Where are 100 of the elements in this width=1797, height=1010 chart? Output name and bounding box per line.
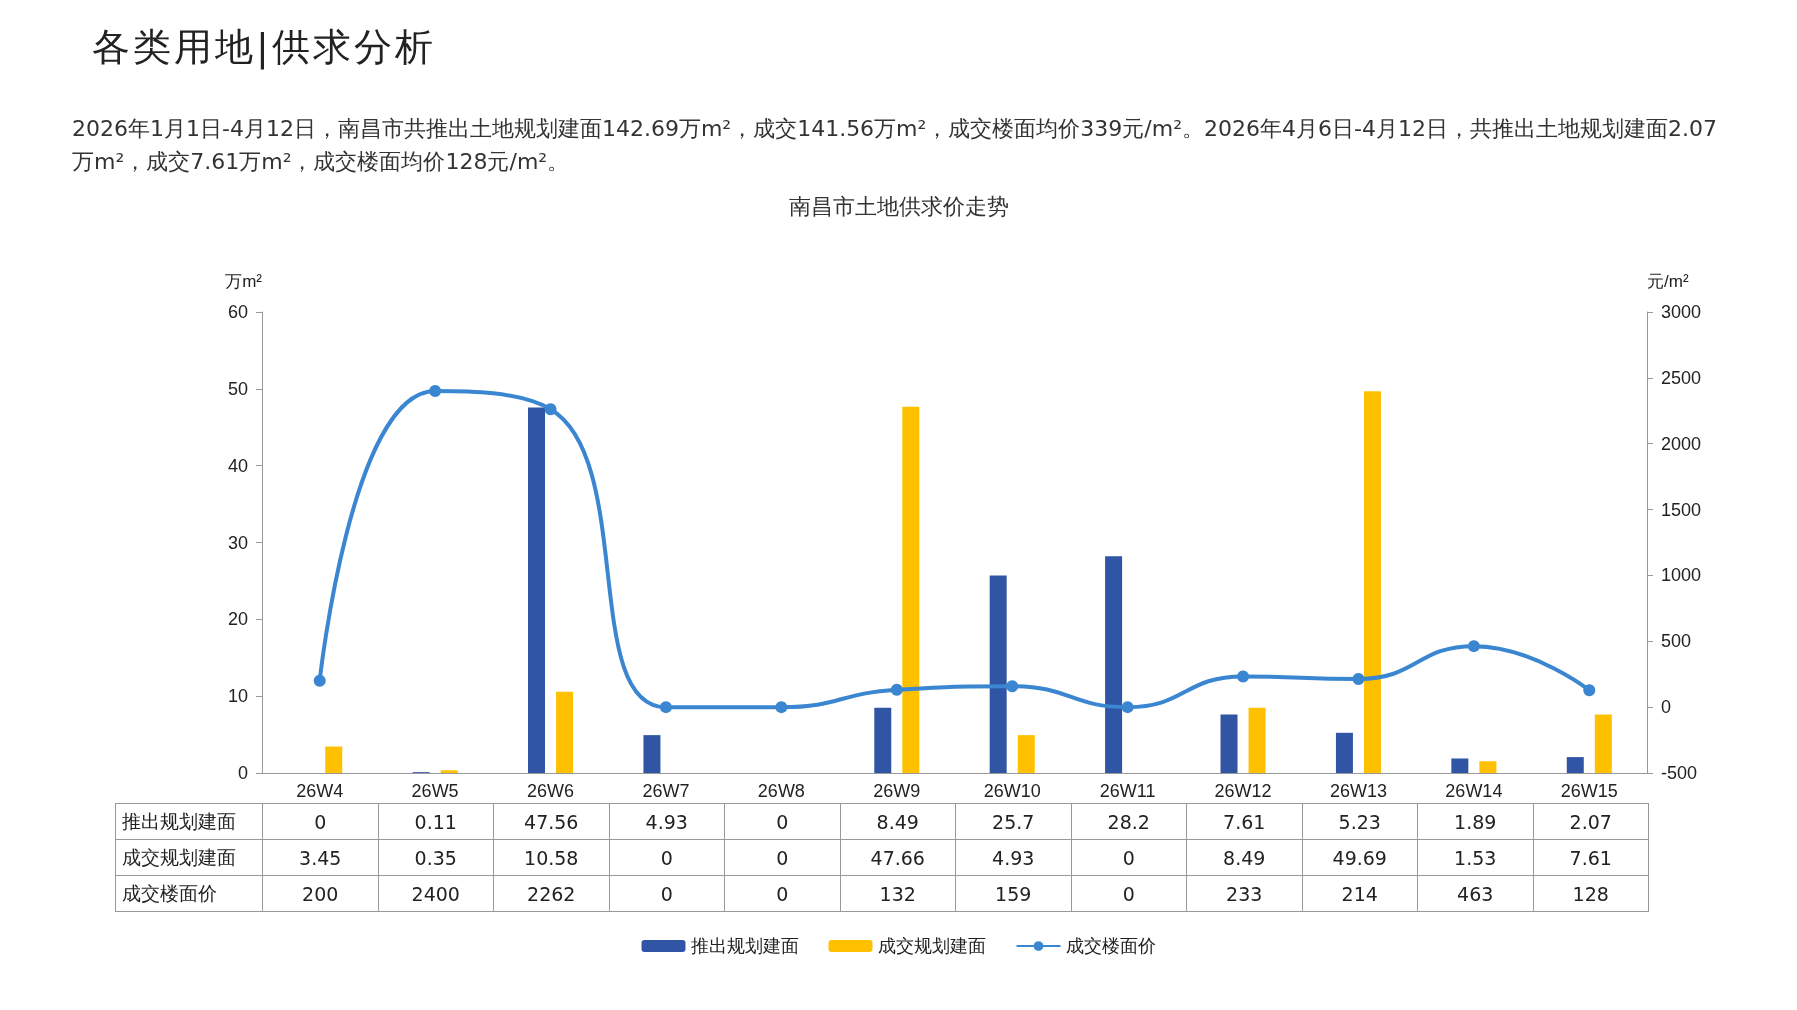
legend-label: 成交规划建面 <box>877 936 986 956</box>
data-label: 1.53 <box>1417 839 1533 876</box>
data-label: 0 <box>609 839 725 876</box>
point <box>313 674 326 687</box>
data-label: 49.69 <box>1302 839 1418 876</box>
bar <box>1220 714 1238 773</box>
point <box>659 701 672 714</box>
y2-tick-label: 0 <box>1661 697 1672 718</box>
data-table: 推出规划建面 0 0.11 47.56 4.93 0 8.49 25.7 28.2 7.61 5.23 1.89 2.07 成交规划建面 3.45 0.35 10.58 0 0 47.66 4.93 0 8.49 49.69 1.53 7.61 成交楼面价 200 2400 2262 0 0 132 159 0 233 214 463 128 <box>115 803 1649 912</box>
y2-tick-label: 500 <box>1661 631 1692 652</box>
data-label: 132 <box>840 875 956 912</box>
data-label: 214 <box>1302 875 1418 912</box>
bar <box>528 407 546 773</box>
x-tick-label: 26W7 <box>642 781 690 801</box>
x-tick-label: 26W15 <box>1560 781 1618 801</box>
y2-tick-label: 2500 <box>1661 367 1702 388</box>
data-label: 5.23 <box>1302 803 1418 840</box>
y-axis-title: 万m² <box>225 272 263 291</box>
data-label: 0 <box>262 803 378 840</box>
bar <box>1248 707 1266 773</box>
bar <box>556 691 574 773</box>
y2-tick-label: -500 <box>1661 763 1698 783</box>
data-label: 0 <box>609 875 725 912</box>
data-label: 28.2 <box>1071 803 1187 840</box>
data-label: 0 <box>724 839 840 876</box>
bar <box>325 746 343 773</box>
data-label: 0.11 <box>378 803 494 840</box>
data-label: 128 <box>1533 875 1649 912</box>
y-tick-label: 0 <box>237 763 248 783</box>
point <box>1121 701 1134 714</box>
data-label: 1.89 <box>1417 803 1533 840</box>
data-label: 0.35 <box>378 839 494 876</box>
x-tick-label: 26W10 <box>983 781 1041 801</box>
data-label: 8.49 <box>840 803 956 840</box>
point <box>890 683 903 696</box>
point <box>1467 640 1480 653</box>
bar <box>1335 732 1353 773</box>
bar <box>1105 556 1123 773</box>
data-label: 47.56 <box>493 803 609 840</box>
y-tick-label: 20 <box>227 609 248 630</box>
y-tick-label: 50 <box>227 378 248 399</box>
text: 2026年1月1日-4月12日，南昌市共推出土地规划建面142.69万m²，成交141.56万m²，成交楼面均价339元/m²。2026年4月6日-4月12日，共推出土地规划建面2.07万m²，成交7.61万m²，成交楼面均价128元/m²。 <box>72 115 1718 176</box>
point <box>775 701 788 714</box>
x-tick-label: 26W6 <box>527 781 575 801</box>
y2-tick-label: 1500 <box>1661 499 1702 520</box>
y2-tick-label: 3000 <box>1661 302 1702 322</box>
x-tick-label: 26W11 <box>1099 781 1156 801</box>
x-tick-label: 26W13 <box>1329 781 1387 801</box>
data-label: 7.61 <box>1533 839 1649 876</box>
bar <box>1017 735 1035 773</box>
point <box>1583 684 1596 697</box>
data-label: 2262 <box>493 875 609 912</box>
data-label: 3.45 <box>262 839 378 876</box>
bar <box>1479 761 1497 773</box>
chart-title: 南昌市土地供求价走势 <box>788 193 1009 219</box>
y2-tick-label: 1000 <box>1661 565 1702 586</box>
y-tick-label: 30 <box>227 532 248 553</box>
data-label: 0 <box>724 875 840 912</box>
data-label: 200 <box>262 875 378 912</box>
data-label: 159 <box>955 875 1071 912</box>
bar <box>643 735 661 773</box>
data-label: 47.66 <box>840 839 956 876</box>
data-label: 7.61 <box>1186 803 1302 840</box>
y-tick-label: 60 <box>227 302 248 322</box>
bar <box>1363 391 1381 773</box>
y-tick-label: 10 <box>227 686 248 707</box>
bar <box>1566 757 1584 773</box>
x-tick-label: 26W9 <box>873 781 921 801</box>
data-label: 0 <box>1071 875 1187 912</box>
bar <box>440 770 458 773</box>
legend-label: 推出规划建面 <box>690 936 799 956</box>
data-label: 25.7 <box>955 803 1071 840</box>
data-label: 4.93 <box>609 803 725 840</box>
data-label: 10.58 <box>493 839 609 876</box>
y2-tick-label: 2000 <box>1661 433 1702 454</box>
data-label: 2.07 <box>1533 803 1649 840</box>
data-label: 8.49 <box>1186 839 1302 876</box>
bar <box>1451 758 1469 773</box>
bar <box>1594 714 1612 773</box>
point <box>1352 672 1365 685</box>
data-label: 0 <box>724 803 840 840</box>
point <box>429 385 442 398</box>
point <box>1006 680 1019 693</box>
bar <box>874 707 892 773</box>
bar <box>902 406 920 773</box>
y2-axis-title: 元/m² <box>1647 272 1689 291</box>
x-tick-label: 26W12 <box>1214 781 1272 801</box>
data-label: 2400 <box>378 875 494 912</box>
data-label: 0 <box>1071 839 1187 876</box>
legend-label: 成交楼面价 <box>1065 936 1156 956</box>
point <box>544 403 557 416</box>
y-tick-label: 40 <box>227 455 248 476</box>
data-label: 233 <box>1186 875 1302 912</box>
x-tick-label: 26W8 <box>757 781 805 801</box>
data-label: 463 <box>1417 875 1533 912</box>
x-tick-label: 26W4 <box>296 781 344 801</box>
x-tick-label: 26W5 <box>411 781 459 801</box>
x-tick-label: 26W14 <box>1445 781 1503 801</box>
point <box>1237 670 1250 683</box>
bar <box>989 575 1007 773</box>
